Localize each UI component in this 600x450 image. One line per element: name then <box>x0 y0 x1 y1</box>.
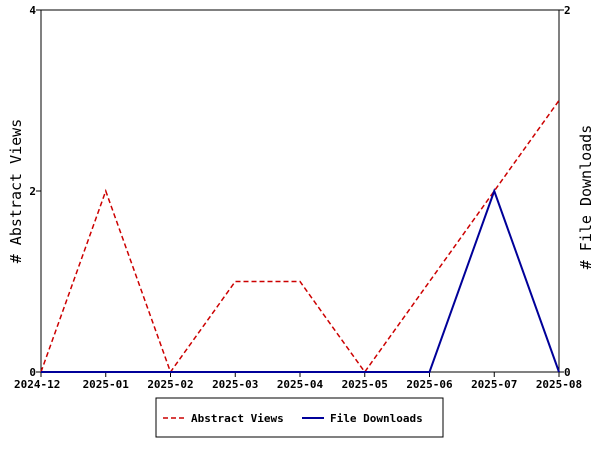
y-axis-left-title: # Abstract Views <box>7 119 25 264</box>
x-tick-label: 2025-07 <box>471 378 517 391</box>
series-lines <box>40 100 560 374</box>
x-tick-label: 2025-05 <box>342 378 388 391</box>
x-tick-label: 2025-04 <box>277 378 324 391</box>
axes <box>36 9 564 377</box>
legend: Abstract Views File Downloads <box>155 397 444 438</box>
x-tick-label: 2025-06 <box>406 378 453 391</box>
tick-labels: 2024-12 2025-01 2025-02 2025-03 2025-04 2025-… <box>14 4 582 391</box>
y-left-tick-label: 0 <box>29 366 36 379</box>
y-axis-right-title: # File Downloads <box>577 125 595 270</box>
y-left-tick-label: 4 <box>29 4 36 17</box>
plot-frame <box>40 9 560 373</box>
x-tick-label: 2025-01 <box>83 378 130 391</box>
x-tick-label: 2025-03 <box>212 378 258 391</box>
legend-label: File Downloads <box>330 412 423 425</box>
x-tick-label: 2024-12 <box>14 378 60 391</box>
series-line-abstract-views <box>40 100 560 374</box>
y-right-tick-label: 2 <box>564 4 571 17</box>
legend-box <box>155 397 444 438</box>
y-right-tick-label: 0 <box>564 366 571 379</box>
x-tick-label: 2025-08 <box>536 378 582 391</box>
x-tick-label: 2025-02 <box>147 378 193 391</box>
y-left-tick-label: 2 <box>29 185 36 198</box>
legend-label: Abstract Views <box>191 412 284 425</box>
series-line-file-downloads <box>41 188 560 373</box>
